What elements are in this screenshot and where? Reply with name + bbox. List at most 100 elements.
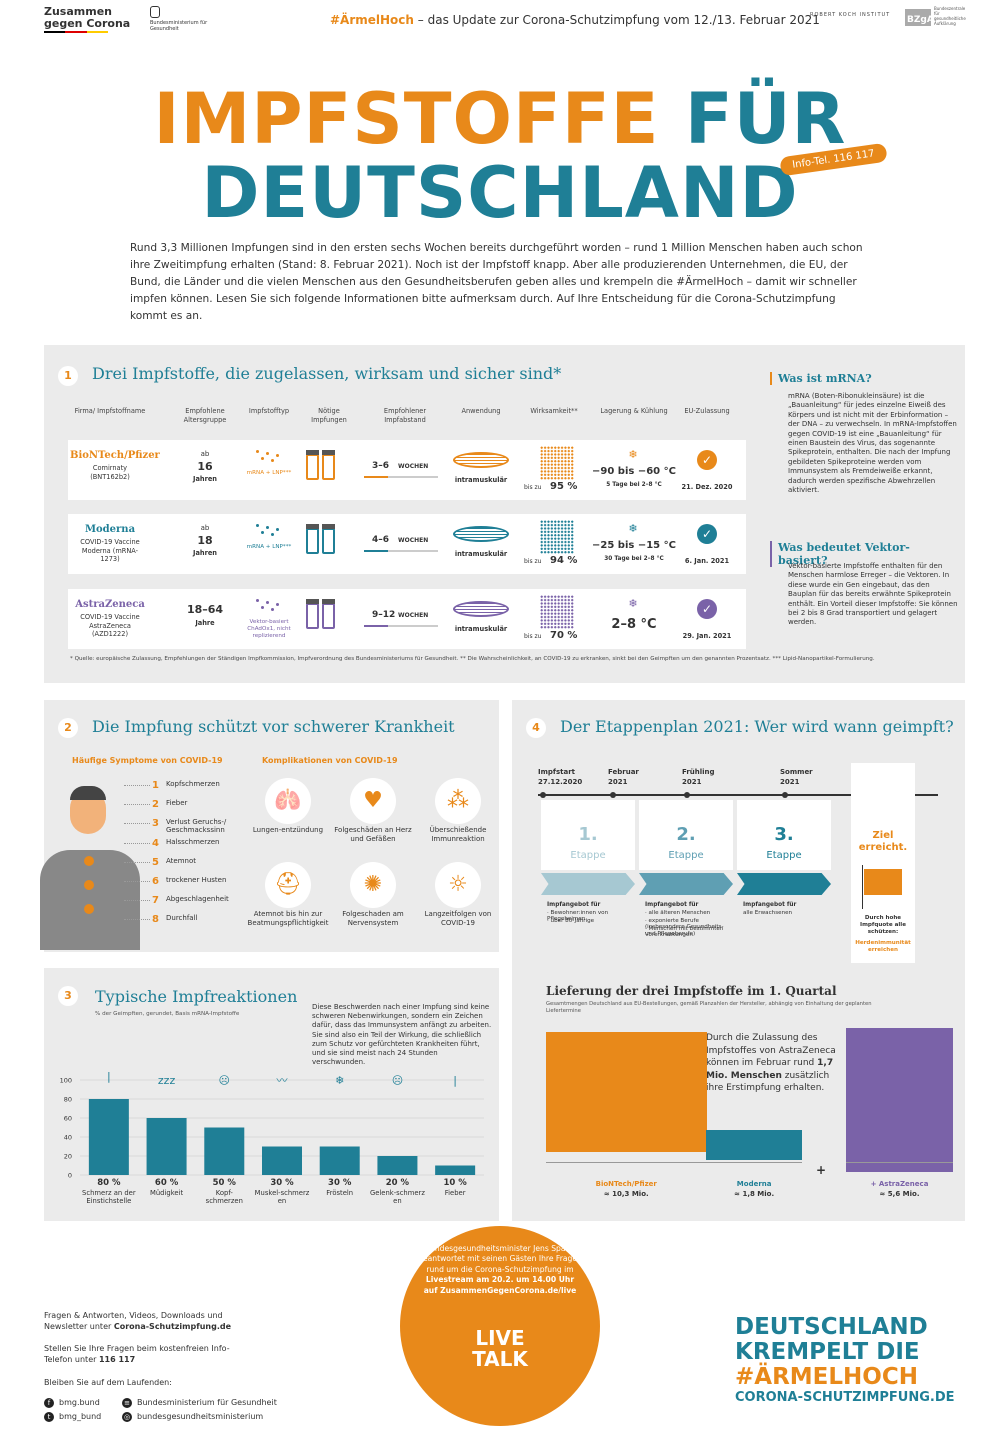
- reactions-bar-chart: 100 80 60 40 20 0 80 %Schmerz an der Einstichst…: [60, 1070, 484, 1205]
- y-tick-label: 20: [64, 1153, 72, 1161]
- interval-value: 4–6: [372, 535, 390, 545]
- column-header: Empfohlener Impfabstand: [383, 407, 427, 424]
- storage-note: 5 Tage bei 2–8 °C: [606, 482, 662, 488]
- age-value: 16: [197, 460, 213, 473]
- category-label: Frösteln: [326, 1189, 353, 1197]
- molecule-dot: [261, 457, 264, 460]
- joint-icon: ☹: [392, 1074, 403, 1087]
- slogan: DEUTSCHLAND KREMPELT DIE #ÄRMELHOCH CORO…: [735, 1314, 955, 1406]
- footer-phone: Stellen Sie Ihre Fragen beim kostenfreie…: [44, 1344, 230, 1364]
- bar-value-label: 50 %: [213, 1178, 237, 1188]
- category-label-line: en: [278, 1197, 287, 1205]
- section-title: Typische Impfreaktionen: [95, 987, 298, 1006]
- interval-value: 3–6: [372, 461, 390, 471]
- vial-icon: [322, 603, 335, 629]
- vector-text: Vektor-basierte Impfstoffe enthalten für…: [788, 562, 958, 627]
- social-link[interactable]: Bundesministerium für Gesundheit: [137, 1398, 277, 1407]
- instagram-icon: ◎: [122, 1412, 132, 1422]
- vial-cap-icon: [322, 450, 335, 455]
- facebook-icon: f: [44, 1398, 54, 1408]
- snowflake-icon: ❄: [335, 1074, 344, 1087]
- muscle-icon: [453, 526, 509, 542]
- mrna-info: Was ist mRNA?: [770, 372, 950, 385]
- y-tick-label: 80: [64, 1096, 72, 1104]
- reactions-note: Diese Beschwerden nach einer Impfung sin…: [312, 1003, 492, 1067]
- column-header: Empfohlene Altersgruppe: [183, 407, 227, 424]
- slogan-url[interactable]: CORONA-SCHUTZIMPFUNG.DE: [735, 1390, 955, 1405]
- molecule-dot: [266, 526, 269, 529]
- symptom-line: [124, 919, 150, 921]
- vial-icon: [306, 528, 319, 554]
- interval-unit: WOCHEN: [398, 463, 429, 470]
- category-label: Fieber: [445, 1189, 466, 1197]
- social-link[interactable]: bundesgesundheitsministerium: [137, 1412, 264, 1421]
- immune-icon: ⁂: [435, 778, 481, 824]
- social-link[interactable]: bmg.bund: [59, 1398, 100, 1407]
- vial-icon: [322, 454, 335, 480]
- phase-number: 2.: [676, 824, 696, 845]
- vial-cap-icon: [306, 450, 319, 455]
- phase-item: · exponierte Berufe (insbesondere Gesund…: [645, 918, 724, 937]
- vaccine-company: BioNTech/Pfizer: [70, 450, 160, 461]
- vial-cap-icon: [306, 524, 319, 529]
- category-label: Kopf-schmerzen: [206, 1189, 243, 1205]
- phase-number: 1.: [578, 824, 598, 845]
- age-value: 18: [197, 534, 213, 547]
- age-suffix: Jahren: [192, 549, 217, 557]
- column-header: Nötige Impfungen: [311, 407, 347, 424]
- molecule-icon: [256, 599, 280, 613]
- molecule-dot: [276, 454, 279, 457]
- age-suffix: Jahren: [192, 475, 217, 483]
- section-number: 4: [526, 718, 546, 738]
- age-suffix: Jahre: [195, 619, 215, 627]
- faq-link[interactable]: Corona-Schutzimpfung.de: [113, 1322, 232, 1331]
- vial-grid-icon: [546, 1032, 707, 1152]
- snowflake-icon: ❄: [628, 522, 638, 535]
- social-link[interactable]: bmg_bund: [59, 1412, 102, 1421]
- category-label-line: Müdigkeit: [150, 1189, 183, 1197]
- section-number: 1: [58, 366, 78, 386]
- vaccine-name: Comirnaty (BNT162b2): [90, 464, 130, 481]
- interval-unit: WOCHEN: [398, 537, 429, 544]
- ministry-icon: ≡: [122, 1398, 132, 1408]
- storage-temp: 2–8 °C: [611, 617, 657, 632]
- brain-icon: ✺: [350, 862, 396, 908]
- application: intramuskulär: [454, 476, 508, 484]
- phase-item: · über 80-Jährige: [547, 918, 595, 924]
- efficacy-prefix: bis zu: [524, 484, 542, 491]
- sleep-icon: zzz: [158, 1074, 176, 1087]
- vaccine-row: [68, 440, 746, 500]
- live-talk-text: Bundesgesundheitsminister Jens Spahn bea…: [418, 1244, 582, 1295]
- section-title: Drei Impfstoffe, die zugelassen, wirksam…: [92, 364, 562, 383]
- symptom-line: [124, 823, 150, 825]
- age-value: 18–64: [186, 603, 224, 616]
- vial-cap-icon: [322, 524, 335, 529]
- molecule-dot: [266, 601, 269, 604]
- interval-value: 9–12: [372, 610, 396, 620]
- delivery-amount: ≈ 1,8 Mio.: [734, 1190, 775, 1198]
- column-header: Anwendung: [461, 407, 501, 415]
- timeline-date-year: 2021: [780, 778, 800, 786]
- section-title: Der Etappenplan 2021: Wer wird wann geim…: [560, 717, 954, 736]
- symptom-line: [124, 900, 150, 902]
- vector-info: Was bedeutet Vektor-basiert?: [770, 541, 950, 567]
- bar: [377, 1156, 418, 1175]
- efficacy-value: 95 %: [550, 481, 578, 492]
- lungs-icon: 🫁: [265, 778, 311, 824]
- phase-label: Etappe: [668, 850, 704, 861]
- section-title: Die Impfung schützt vor schwerer Krankhe…: [92, 717, 455, 736]
- vaccine-type: mRNA + LNP***: [246, 470, 292, 476]
- complications-title: Komplikationen von COVID-19: [262, 756, 398, 765]
- phase-label: Etappe: [766, 850, 802, 861]
- muscle-icon: 〰: [277, 1074, 288, 1087]
- category-label-line: Einstichstelle: [86, 1197, 131, 1205]
- molecule-dot: [271, 533, 274, 536]
- timeline-date: Impfstart: [538, 768, 575, 776]
- interval-line: [364, 476, 438, 478]
- approval-date: 6. Jan. 2021: [684, 557, 730, 565]
- phase-number: 3.: [774, 824, 794, 845]
- efficacy-prefix: bis zu: [524, 633, 542, 640]
- eagle-icon: [150, 6, 160, 18]
- symptom-number: 4: [152, 837, 159, 849]
- bar: [435, 1165, 476, 1175]
